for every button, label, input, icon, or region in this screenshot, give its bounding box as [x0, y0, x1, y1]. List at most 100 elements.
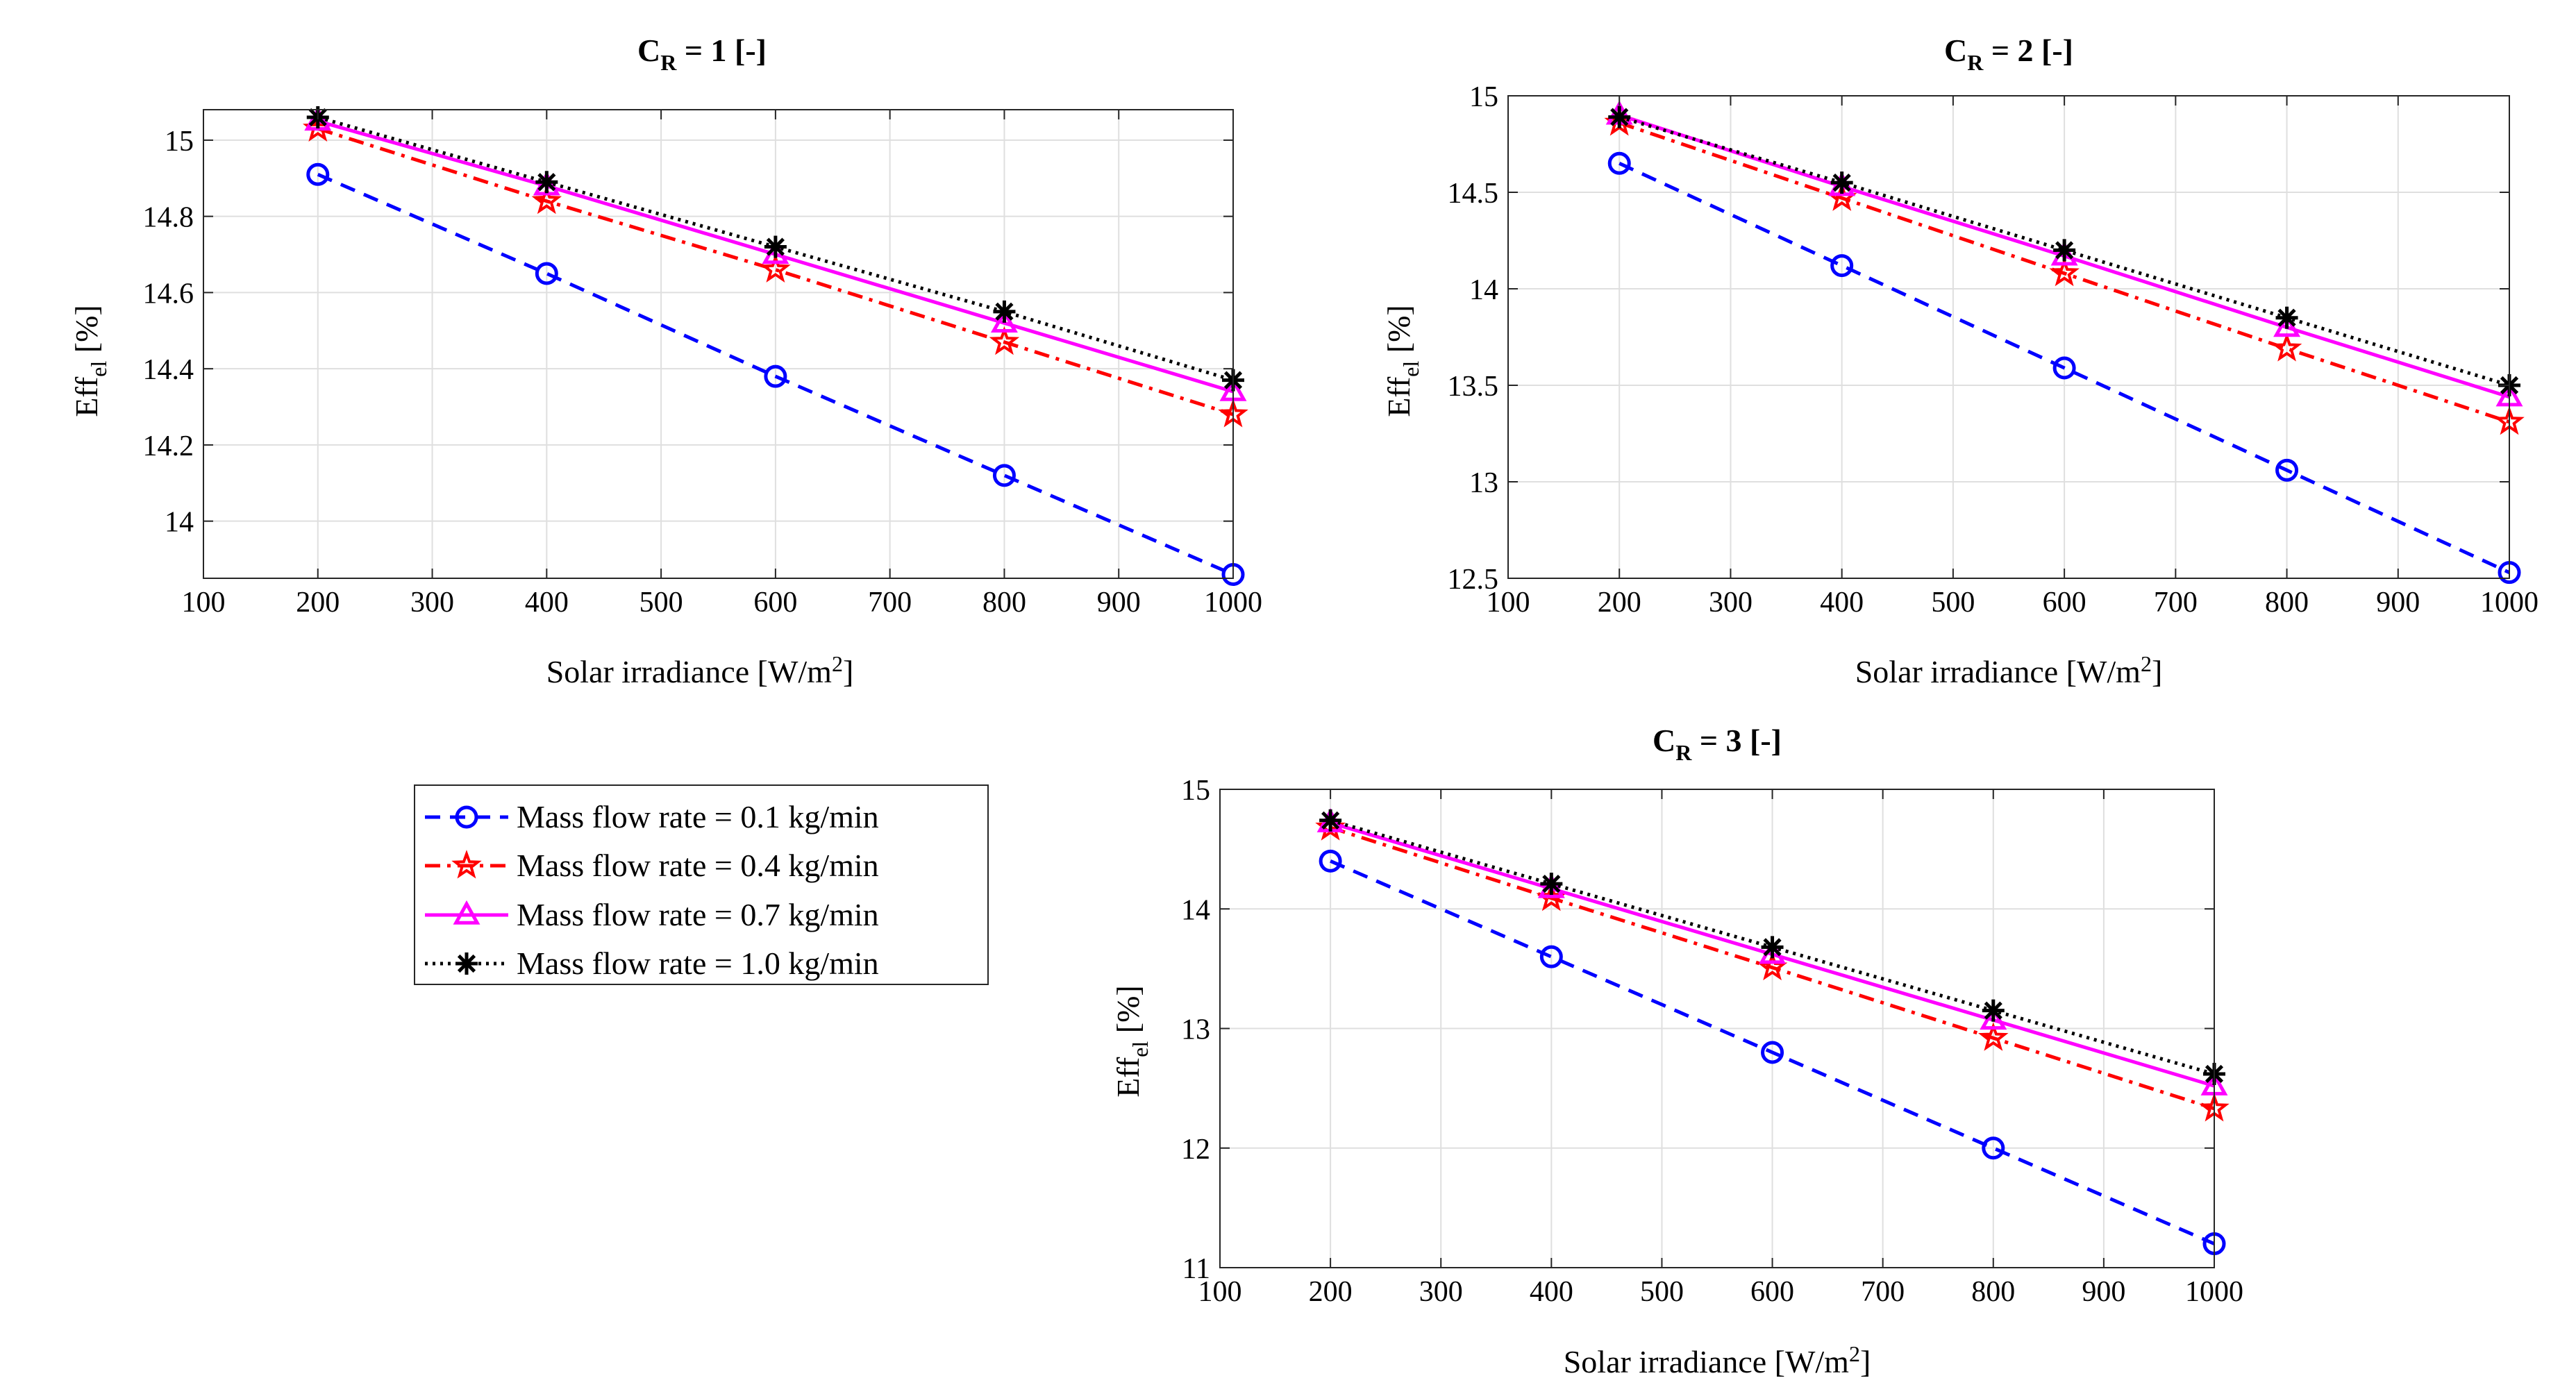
data-point: [992, 464, 1016, 487]
legend-marker: [451, 850, 482, 879]
legend-item: Mass flow rate = 0.7 kg/min: [425, 897, 879, 932]
chart-cr2-frame: [1507, 95, 2510, 579]
data-point: [993, 300, 1016, 323]
y-tick-label: 11: [1182, 1253, 1210, 1285]
x-tick-label: 600: [753, 587, 797, 619]
data-point: [989, 326, 1020, 355]
data-point: [1830, 171, 1853, 194]
x-tick-label: 1000: [2185, 1276, 2243, 1308]
chart-cr1-y-axis-label: Effel [%]: [69, 305, 111, 417]
series-line: [1330, 859, 2215, 1245]
legend-label: Mass flow rate = 1.0 kg/min: [517, 946, 879, 981]
series-line: [1330, 825, 2215, 1111]
x-tick-label: 1000: [1204, 587, 1262, 619]
y-tick-label: 14.4: [143, 354, 194, 386]
data-point: [1319, 849, 1342, 873]
y-tick-label: 15: [165, 126, 194, 158]
legend-swatch-1: [425, 850, 508, 879]
data-point: [1830, 254, 1854, 278]
y-tick-label: 12.5: [1448, 564, 1499, 596]
chart-cr2-y-ticks: 12.5 13 13.5 14 14.5 15: [1448, 81, 2509, 596]
data-point: [1980, 1005, 2007, 1030]
y-tick-label: 14.8: [143, 202, 194, 234]
x-tick-label: 500: [639, 587, 683, 619]
x-tick-label: 300: [1709, 587, 1753, 619]
y-tick-label: 13: [1181, 1014, 1210, 1046]
chart-cr3-y-ticks: 11 12 13 14 15: [1181, 775, 2214, 1285]
chart-cr3-title: CR = 3 [-]: [1653, 723, 1782, 765]
series-line: [1619, 121, 2510, 424]
x-tick-label: 400: [1820, 587, 1864, 619]
data-point: [1978, 1022, 2009, 1051]
y-tick-label: 13: [1469, 467, 1498, 499]
x-tick-label: 700: [1861, 1276, 1905, 1308]
x-tick-label: 200: [1309, 1276, 1353, 1308]
data-point: [1539, 945, 1563, 968]
data-point: [2275, 306, 2298, 329]
chart-cr2-x-axis-label: Solar irradiance [W/m2]: [1855, 651, 2163, 689]
data-point: [531, 185, 562, 215]
data-point: [1608, 106, 1631, 128]
chart-cr3-x-axis-label: Solar irradiance [W/m2]: [1564, 1341, 1871, 1379]
chart-cr2: 100 200 300 400 500 600 700 800 900 1000 12.5 13 13…: [1381, 33, 2539, 689]
legend-label: Mass flow rate = 0.4 kg/min: [517, 848, 879, 883]
data-point: [1607, 151, 1631, 175]
legend-label: Mass flow rate = 0.1 kg/min: [517, 799, 879, 834]
data-point: [990, 308, 1018, 333]
chart-cr1-x-axis-label: Solar irradiance [W/m2]: [546, 651, 854, 689]
x-tick-label: 100: [1487, 587, 1530, 619]
data-point: [306, 162, 330, 186]
data-point: [533, 171, 560, 196]
data-point: [764, 364, 787, 388]
data-point: [2049, 257, 2080, 287]
data-point: [535, 171, 558, 194]
chart-cr3: 100 200 300 400 500 600 700 800 900 1000 11 12 13 14…: [1110, 723, 2243, 1379]
legend-swatch-2: [425, 900, 508, 925]
chart-cr3-x-ticks: 100 200 300 400 500 600 700 800 900 1000: [1198, 789, 2243, 1308]
x-tick-label: 400: [1530, 1276, 1573, 1308]
data-point: [1761, 1041, 1784, 1064]
chart-cr1-title: CR = 1 [-]: [637, 33, 767, 75]
x-tick-label: 200: [1598, 587, 1641, 619]
y-tick-label: 14: [1469, 274, 1498, 306]
x-tick-label: 400: [525, 587, 569, 619]
data-point: [1761, 936, 1784, 959]
data-point: [2271, 333, 2302, 362]
data-point: [2053, 239, 2076, 262]
x-tick-label: 600: [1750, 1276, 1794, 1308]
data-point: [535, 262, 558, 285]
chart-cr2-y-axis-label: Effel [%]: [1381, 305, 1423, 417]
legend-marker: [455, 952, 478, 975]
x-tick-label: 900: [1097, 587, 1141, 619]
x-tick-label: 700: [2154, 587, 2198, 619]
x-tick-label: 300: [1419, 1276, 1463, 1308]
legend-item: Mass flow rate = 0.1 kg/min: [425, 799, 879, 834]
x-tick-label: 800: [2265, 587, 2309, 619]
x-tick-label: 300: [410, 587, 454, 619]
legend-item: Mass flow rate = 1.0 kg/min: [425, 946, 879, 981]
x-tick-label: 600: [2043, 587, 2086, 619]
series-line: [1619, 115, 2510, 387]
x-tick-label: 1000: [2480, 587, 2539, 619]
x-tick-label: 900: [2376, 587, 2420, 619]
chart-cr3-y-axis-label: Effel [%]: [1110, 985, 1153, 1097]
x-tick-label: 900: [2082, 1276, 2125, 1308]
y-tick-label: 14.5: [1448, 178, 1499, 210]
chart-cr1-x-ticks: 100 200 300 400 500 600 700 800 900 1000: [182, 110, 1262, 619]
legend-label: Mass flow rate = 0.7 kg/min: [517, 897, 879, 932]
legend-marker: [453, 900, 480, 925]
y-tick-label: 13.5: [1448, 371, 1499, 403]
y-tick-label: 14: [165, 507, 194, 539]
data-point: [764, 235, 787, 258]
chart-cr1: 100 200 300 400 500 600 700 800 900 1000 1414.214…: [69, 33, 1262, 689]
data-point: [2275, 458, 2299, 482]
data-point: [1540, 873, 1563, 896]
legend-marker: [455, 805, 478, 829]
series-line: [317, 173, 1234, 576]
x-tick-label: 200: [296, 587, 340, 619]
data-point: [2052, 356, 2076, 380]
chart-cr1-y-ticks: 14 14.2 14.4 14.6 14.8 15: [143, 126, 1233, 539]
x-tick-label: 100: [182, 587, 226, 619]
y-tick-label: 14.6: [143, 278, 194, 310]
